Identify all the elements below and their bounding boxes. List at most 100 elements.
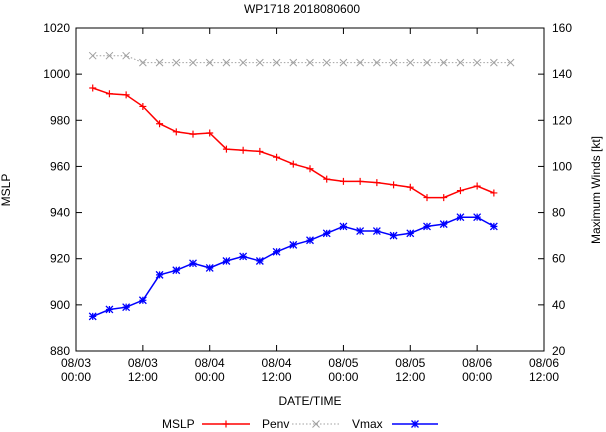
y-tick-label: 920: [50, 252, 70, 266]
data-point: [390, 181, 397, 188]
x-tick-label: 08/05: [328, 356, 358, 370]
series-line: [93, 88, 494, 198]
legend-entry: Vmax: [292, 417, 383, 431]
data-point: [139, 297, 146, 304]
y-tick-label: 1020: [43, 21, 70, 35]
data-point: [457, 187, 464, 194]
series-layer: [89, 52, 514, 320]
data-point: [457, 214, 464, 221]
x-axis: 08/0300:0008/0312:0008/0400:0008/0412:00…: [61, 28, 559, 384]
data-point: [89, 313, 96, 320]
data-point: [256, 258, 263, 265]
data-point: [390, 232, 397, 239]
legend-entry: Penv: [202, 417, 289, 431]
data-point: [340, 223, 347, 230]
y2-tick-label: 140: [552, 67, 572, 81]
y2-tick-label: 40: [552, 298, 566, 312]
x-tick-label: 08/06: [462, 356, 492, 370]
x-tick-label: 08/06: [529, 356, 559, 370]
data-point: [474, 59, 481, 66]
data-point: [123, 304, 130, 311]
series-line: [93, 217, 494, 316]
y2-tick-label: 60: [552, 252, 566, 266]
data-point: [490, 223, 497, 230]
x-tick-label-time: 00:00: [328, 370, 358, 384]
x-tick-label-time: 12:00: [529, 370, 559, 384]
y2-tick-label: 80: [552, 206, 566, 220]
data-point: [156, 271, 163, 278]
data-point: [323, 176, 330, 183]
series-vmax: [89, 52, 514, 66]
legend-title: MSLP: [162, 417, 195, 431]
data-point: [290, 241, 297, 248]
x-tick-label-time: 00:00: [195, 370, 225, 384]
series-line: [93, 56, 511, 63]
data-point: [223, 258, 230, 265]
data-point: [240, 253, 247, 260]
data-point: [290, 161, 297, 168]
data-point: [357, 178, 364, 185]
data-point: [407, 230, 414, 237]
legend-marker: [412, 421, 419, 428]
data-point: [256, 148, 263, 155]
y-tick-label: 940: [50, 206, 70, 220]
y-tick-label: 900: [50, 298, 70, 312]
y2-tick-label: 120: [552, 113, 572, 127]
x-tick-label: 08/04: [195, 356, 225, 370]
data-point: [240, 147, 247, 154]
data-point: [474, 183, 481, 190]
data-point: [424, 194, 431, 201]
y-tick-label: 980: [50, 113, 70, 127]
data-point: [424, 223, 431, 230]
data-point: [373, 228, 380, 235]
y-tick-label: 960: [50, 159, 70, 173]
data-point: [490, 189, 497, 196]
x-tick-label: 08/04: [262, 356, 292, 370]
plot-area: [76, 28, 544, 351]
data-point: [307, 165, 314, 172]
data-point: [190, 131, 197, 138]
x-axis-label: DATE/TIME: [278, 394, 341, 408]
data-point: [474, 214, 481, 221]
data-point: [273, 154, 280, 161]
legend-entry: [392, 421, 438, 428]
data-point: [123, 52, 130, 59]
y2-axis-label: Maximum Winds [kt]: [589, 136, 603, 244]
x-tick-label-time: 12:00: [395, 370, 425, 384]
x-tick-label-time: 12:00: [128, 370, 158, 384]
data-point: [206, 264, 213, 271]
y2-tick-label: 100: [552, 159, 572, 173]
data-point: [173, 59, 180, 66]
data-point: [273, 248, 280, 255]
y-axis-label: MSLP: [0, 174, 13, 207]
data-point: [373, 179, 380, 186]
legend-label: Penv: [262, 417, 289, 431]
data-point: [340, 178, 347, 185]
y2-tick-label: 160: [552, 21, 572, 35]
data-point: [256, 59, 263, 66]
data-point: [106, 90, 113, 97]
data-point: [307, 237, 314, 244]
x-tick-label-time: 00:00: [61, 370, 91, 384]
data-point: [173, 267, 180, 274]
data-point: [89, 52, 96, 59]
data-point: [190, 260, 197, 267]
y-axis-right: 20 40 60 80 100 120 140 160: [538, 21, 572, 358]
data-point: [173, 128, 180, 135]
data-point: [440, 194, 447, 201]
series-penv: [89, 84, 497, 201]
x-tick-label: 08/05: [395, 356, 425, 370]
data-point: [323, 59, 330, 66]
data-point: [407, 184, 414, 191]
data-point: [89, 84, 96, 91]
data-point: [323, 230, 330, 237]
x-tick-label: 08/03: [61, 356, 91, 370]
data-point: [357, 228, 364, 235]
chart-title: WP1718 2018080600: [244, 2, 360, 16]
x-tick-label: 08/03: [128, 356, 158, 370]
legend-label: Vmax: [352, 417, 383, 431]
legend-marker: [223, 421, 230, 428]
x-tick-label-time: 12:00: [262, 370, 292, 384]
legend: MSLP Penv Vmax: [162, 417, 438, 431]
